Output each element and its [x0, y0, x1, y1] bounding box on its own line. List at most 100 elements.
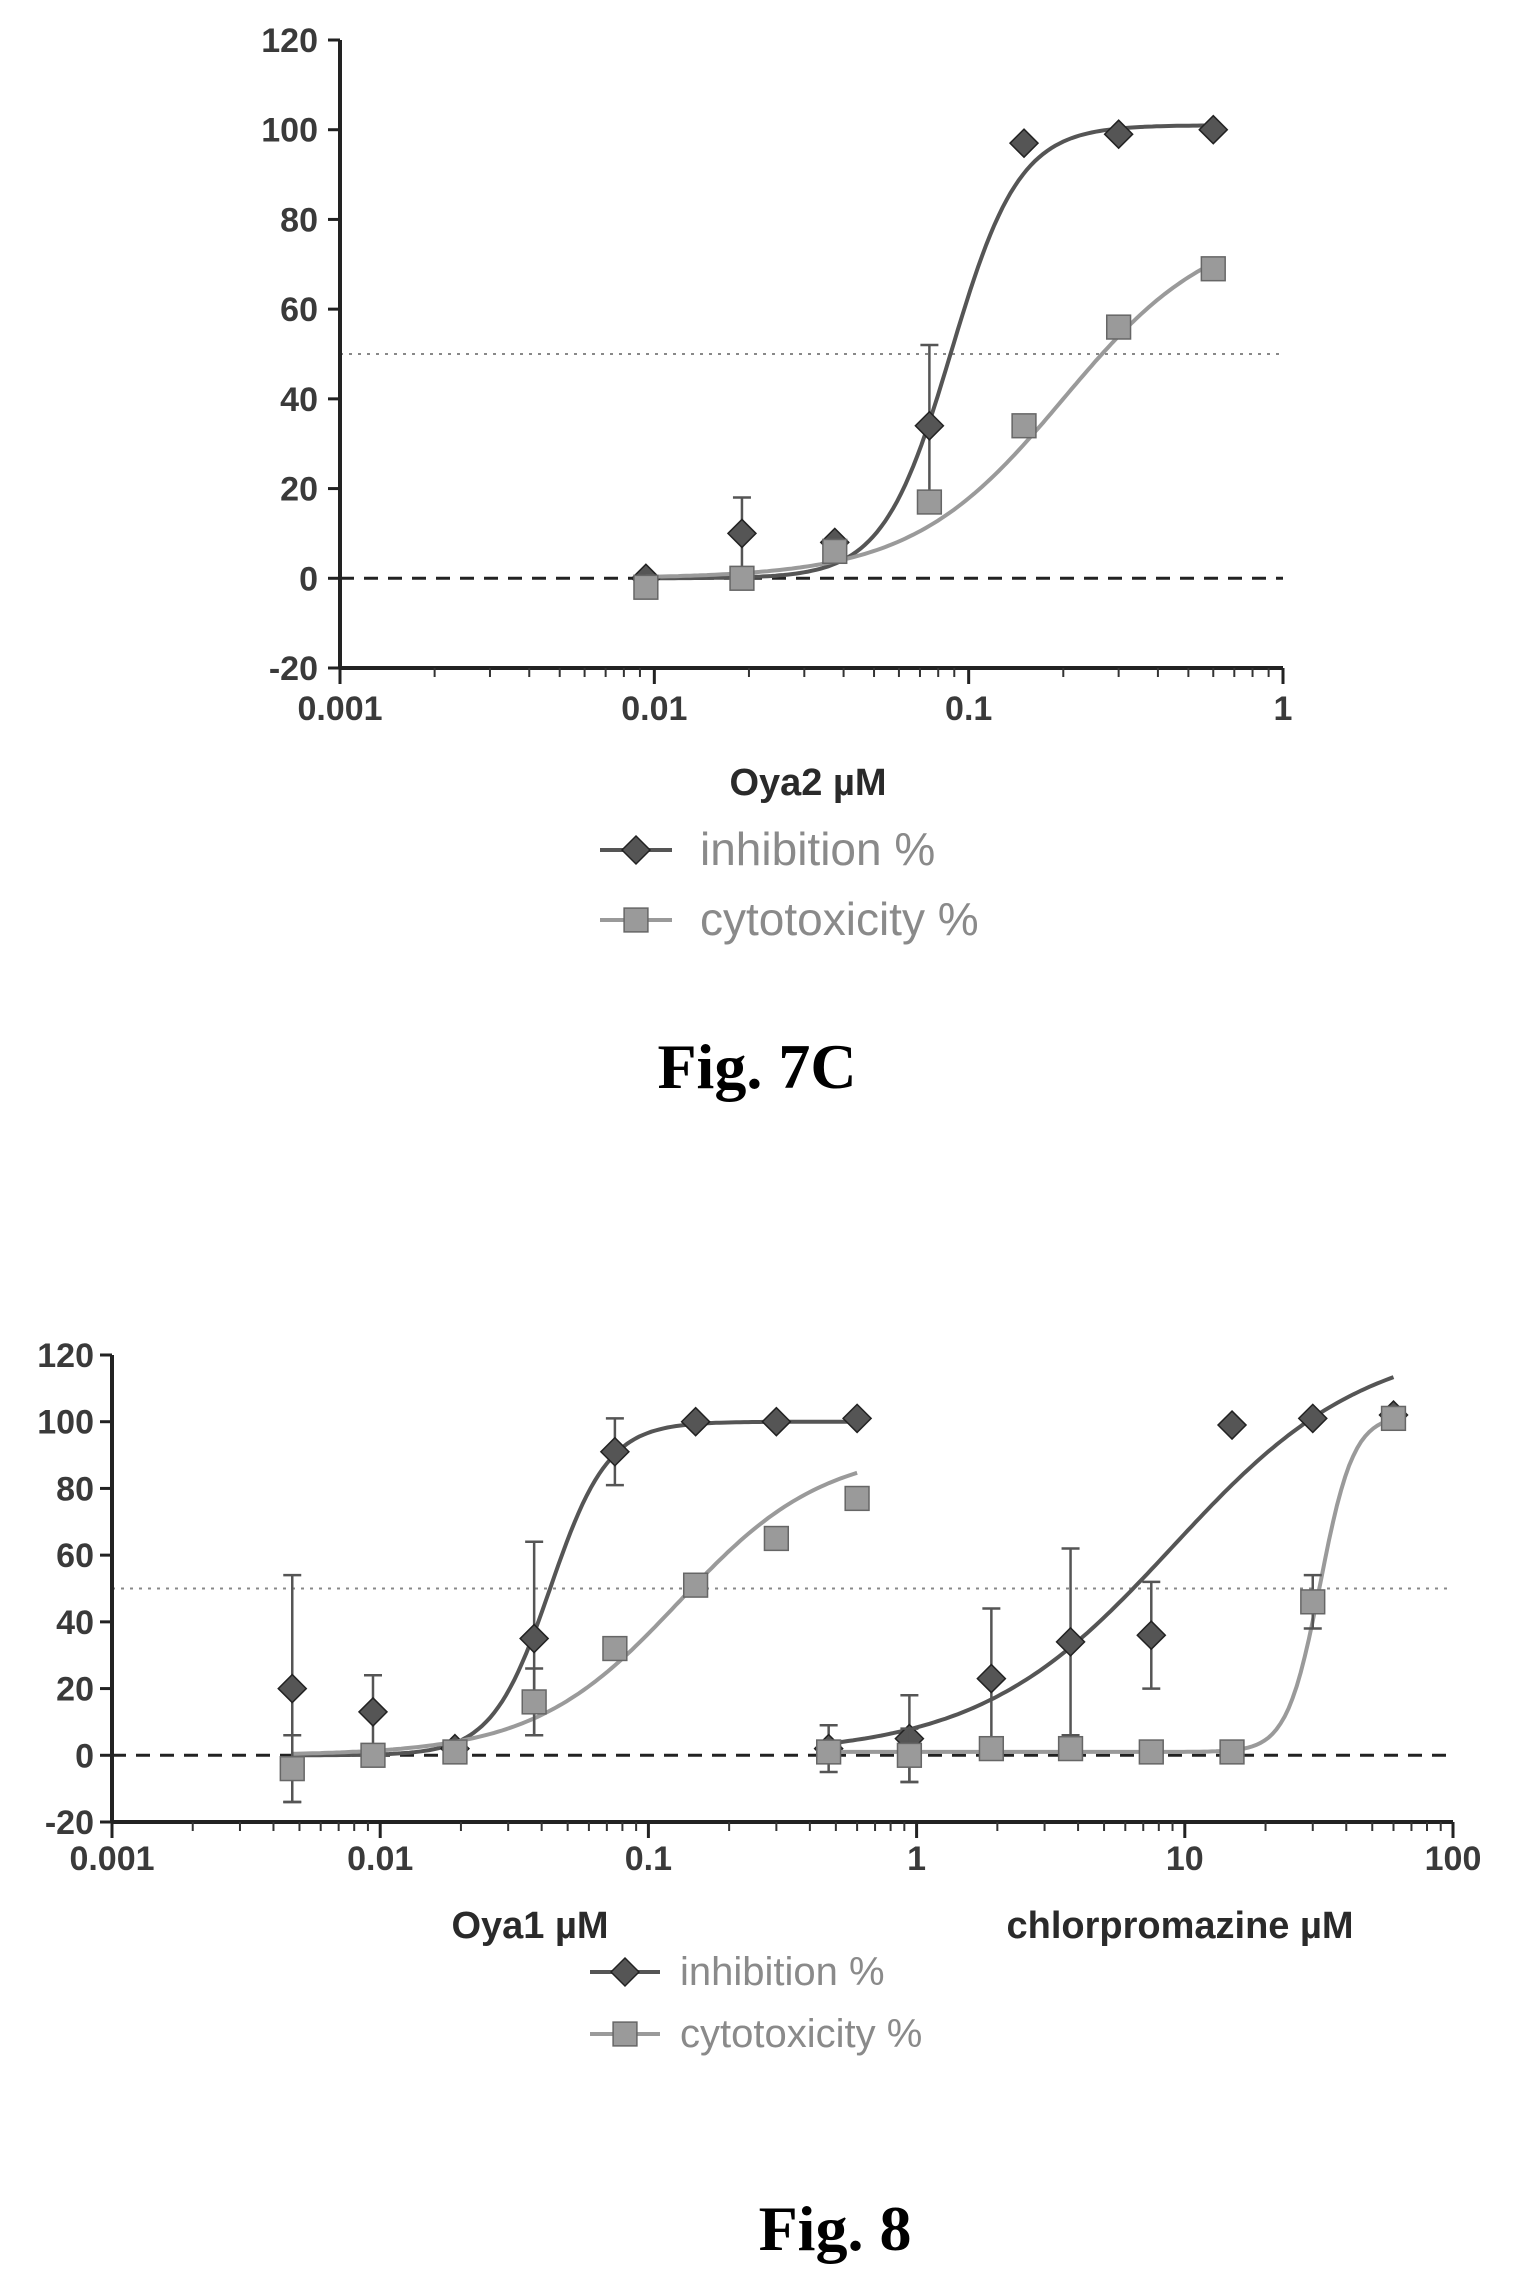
data-point	[682, 1572, 709, 1598]
fit-curve	[828, 1417, 1395, 1754]
x-tick-label: 0.001	[297, 690, 382, 728]
fit-curve	[292, 1470, 858, 1756]
x-tick-label: 0.1	[945, 690, 992, 728]
y-tick-label: 40	[56, 1604, 94, 1642]
x-tick-label: 0.01	[621, 690, 687, 728]
data-point	[1297, 1403, 1328, 1434]
data-point	[1138, 1739, 1164, 1765]
y-tick-label: 60	[280, 291, 318, 329]
y-tick-label: 40	[280, 381, 318, 419]
data-point	[360, 1742, 386, 1768]
legend-item-inhibition: inhibition %	[590, 1950, 885, 1994]
data-point	[1198, 114, 1229, 145]
y-tick-label: 100	[37, 1404, 94, 1442]
data-point	[633, 574, 659, 600]
legend-symbol	[612, 2021, 638, 2047]
legend-item-cytotoxicity: cytotoxicity %	[590, 2012, 922, 2056]
figure-caption: Fig. 7C	[657, 1031, 856, 1102]
data-point	[442, 1739, 468, 1765]
x-tick-label: 0.01	[347, 1840, 413, 1878]
data-point	[1011, 413, 1037, 439]
data-point	[1200, 256, 1226, 282]
data-point	[896, 1742, 923, 1768]
data-point	[1216, 1409, 1248, 1441]
x-tick-label: 1	[1274, 690, 1293, 728]
legend: inhibition % cytotoxicity %	[600, 823, 979, 945]
data-point	[1136, 1620, 1167, 1651]
y-tick-label: -20	[269, 650, 318, 688]
y-tick-label: 120	[261, 22, 318, 60]
y-tick-label: -20	[45, 1804, 94, 1842]
x-axis-title: Oya2 µM	[729, 762, 886, 804]
data-point	[842, 1403, 873, 1434]
fit-curve	[828, 1375, 1395, 1746]
x-tick-label: 0.001	[69, 1840, 154, 1878]
legend-label-inhibition: inhibition %	[700, 823, 935, 875]
legend-symbol	[620, 834, 652, 866]
data-point	[976, 1663, 1007, 1694]
y-tick-label: 120	[37, 1337, 94, 1375]
chart-fig-7c: -20 0 20 40 60 80 100 120 0.001 0.01 0.1 1	[261, 22, 1292, 728]
legend-item-cytotoxicity: cytotoxicity %	[600, 893, 979, 945]
series-inhibition	[630, 114, 1229, 594]
series-inhibition-oya1	[277, 1403, 873, 1804]
legend-label-cytotoxicity: cytotoxicity %	[680, 2012, 922, 2056]
legend-item-inhibition: inhibition %	[600, 823, 935, 875]
x-tick-label: 0.1	[625, 1840, 672, 1878]
legend-marker-inhibition	[590, 1956, 660, 1988]
x-axis-title-oya1: Oya1 µM	[451, 1905, 608, 1947]
y-tick-label: 60	[56, 1537, 94, 1575]
data-point	[599, 1436, 630, 1467]
data-point	[1380, 1405, 1407, 1432]
y-tick-label: 20	[280, 471, 318, 509]
legend-symbol	[623, 907, 649, 933]
data-point	[277, 1673, 308, 1704]
data-point	[1008, 128, 1040, 159]
data-point	[816, 1739, 842, 1765]
legend-label-inhibition: inhibition %	[680, 1950, 885, 1994]
data-point	[916, 489, 943, 515]
y-tick-label: 0	[75, 1737, 94, 1775]
data-point	[1219, 1739, 1245, 1765]
x-tick-label: 100	[1425, 1840, 1482, 1878]
y-tick-label: 80	[280, 201, 318, 239]
data-point	[1105, 314, 1132, 340]
data-point	[1057, 1735, 1084, 1762]
y-tick-label: 0	[299, 560, 318, 598]
y-tick-label: 20	[56, 1671, 94, 1709]
data-point	[1103, 119, 1134, 150]
data-point	[357, 1696, 389, 1727]
data-point	[519, 1623, 550, 1654]
series-cytotoxicity	[633, 256, 1226, 600]
data-point	[822, 538, 848, 565]
x-axis-title-chlorpromazine: chlorpromazine µM	[1006, 1905, 1353, 1947]
data-point	[726, 518, 758, 549]
data-point	[680, 1406, 711, 1437]
data-point	[602, 1635, 628, 1662]
legend-marker-cytotoxicity	[600, 907, 672, 933]
series-cytotoxicity-chlorpromazine	[816, 1405, 1407, 1784]
legend: inhibition % cytotoxicity %	[590, 1950, 922, 2056]
data-point	[844, 1485, 870, 1512]
data-point	[521, 1689, 547, 1715]
data-point	[978, 1735, 1005, 1762]
y-tick-label: 80	[56, 1470, 94, 1508]
x-tick-label: 10	[1166, 1840, 1204, 1878]
data-point	[1055, 1626, 1086, 1657]
series-cytotoxicity-oya1	[279, 1470, 870, 1804]
chart-fig-8: -20 0 20 40 60 80 100 120 0.001 0.01 0.1 1 10 100	[37, 1337, 1481, 1878]
y-tick-label: 100	[261, 112, 318, 150]
data-point	[914, 410, 945, 441]
figure-caption: Fig. 8	[759, 2193, 912, 2264]
data-point	[761, 1406, 792, 1437]
legend-label-cytotoxicity: cytotoxicity %	[700, 893, 979, 945]
data-point	[279, 1755, 305, 1782]
legend-marker-cytotoxicity	[590, 2021, 660, 2047]
data-point	[729, 565, 755, 591]
data-point	[763, 1525, 790, 1552]
x-tick-label: 1	[907, 1840, 926, 1878]
legend-symbol	[609, 1956, 641, 1988]
legend-marker-inhibition	[600, 834, 672, 866]
series-inhibition-chlorpromazine	[813, 1375, 1409, 1784]
